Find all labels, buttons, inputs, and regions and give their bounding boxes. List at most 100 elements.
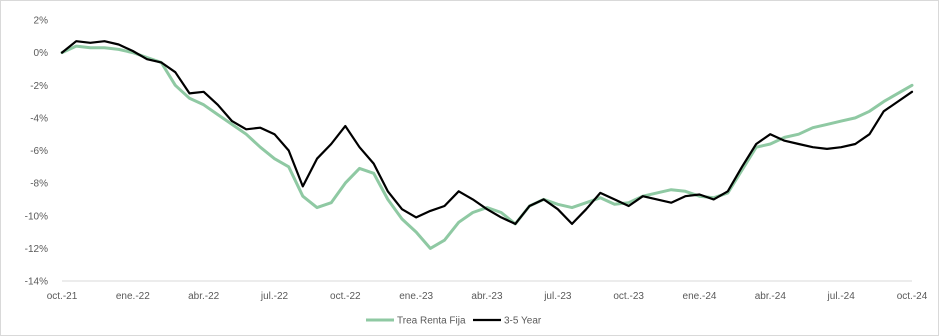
data-point [259, 146, 261, 148]
data-point [359, 146, 361, 148]
y-axis: 2% 0% -2% -4% -6% -8% -10% -12% -14% [25, 16, 48, 288]
data-point [458, 190, 460, 192]
data-point [812, 127, 814, 129]
data-point [373, 163, 375, 165]
y-tick-label: -12% [25, 244, 48, 255]
data-point [784, 136, 786, 138]
data-point [373, 172, 375, 174]
data-point [628, 205, 630, 207]
data-point [132, 50, 134, 52]
data-point [415, 231, 417, 233]
data-point [259, 127, 261, 129]
data-point [869, 110, 871, 112]
data-point [826, 148, 828, 150]
data-point [203, 104, 205, 106]
x-tick-label: abr.-24 [755, 291, 787, 302]
data-point [415, 216, 417, 218]
data-point [529, 205, 531, 207]
x-tick-label: ene.-22 [116, 291, 150, 302]
data-point [104, 47, 106, 49]
data-point [217, 114, 219, 116]
data-point [769, 143, 771, 145]
data-point [670, 189, 672, 191]
data-point [245, 133, 247, 135]
data-point [826, 123, 828, 125]
data-point [812, 146, 814, 148]
data-point [302, 185, 304, 187]
data-point [429, 210, 431, 212]
data-point [302, 195, 304, 197]
data-point [330, 202, 332, 204]
data-point [288, 166, 290, 168]
data-point [189, 92, 191, 94]
x-tick-label: oct.-22 [330, 291, 361, 302]
data-point [571, 207, 573, 209]
x-tick-label: abr.-23 [471, 291, 503, 302]
data-point [429, 247, 431, 249]
data-point [727, 190, 729, 192]
data-point [217, 104, 219, 106]
legend: Trea Renta Fija 3-5 Year [366, 316, 542, 327]
y-tick-label: -8% [30, 179, 48, 190]
data-point [883, 110, 885, 112]
data-point [274, 158, 276, 160]
data-point [514, 223, 516, 225]
data-point [755, 143, 757, 145]
data-point [118, 44, 120, 46]
data-point [189, 97, 191, 99]
data-point [387, 190, 389, 192]
data-point [203, 91, 205, 93]
data-point [585, 202, 587, 204]
data-point [642, 195, 644, 197]
data-point [288, 150, 290, 152]
x-axis: oct.-21 ene.-22 abr.-22 jul.-22 oct.-22 ene.-… [47, 280, 928, 302]
series-line [60, 44, 914, 250]
data-point [274, 133, 276, 135]
data-point [89, 47, 91, 49]
data-point [699, 194, 701, 196]
x-tick-label: oct.-21 [47, 291, 78, 302]
y-tick-label: 0% [34, 48, 49, 59]
data-point [684, 195, 686, 197]
data-point [401, 208, 403, 210]
data-point [854, 143, 856, 145]
y-tick-label: -10% [25, 211, 48, 222]
data-point [89, 42, 91, 44]
data-point [500, 212, 502, 214]
data-point [869, 133, 871, 135]
x-tick-label: ene.-24 [683, 291, 717, 302]
data-point [599, 192, 601, 194]
legend-label: Trea Renta Fija [397, 316, 466, 327]
data-point [713, 198, 715, 200]
data-point [472, 212, 474, 214]
series-line [60, 40, 914, 225]
data-point [75, 45, 77, 47]
data-point [599, 197, 601, 199]
data-point [840, 146, 842, 148]
data-point [656, 192, 658, 194]
data-point [741, 166, 743, 168]
data-point [911, 84, 913, 86]
data-point [670, 202, 672, 204]
data-point [174, 71, 176, 73]
x-tick-label: abr.-22 [188, 291, 220, 302]
data-point [387, 198, 389, 200]
data-point [854, 117, 856, 119]
data-point [359, 167, 361, 169]
data-point [316, 207, 318, 209]
data-point [444, 239, 446, 241]
x-tick-label: oct.-24 [897, 291, 928, 302]
data-point [911, 91, 913, 93]
data-point [614, 198, 616, 200]
data-point [798, 133, 800, 135]
y-tick-label: -6% [30, 146, 48, 157]
data-point [160, 61, 162, 63]
data-point [401, 218, 403, 220]
series-group [60, 44, 914, 250]
data-point [684, 190, 686, 192]
x-tick-label: ene.-23 [399, 291, 433, 302]
x-tick-label: oct.-23 [613, 291, 644, 302]
data-point [585, 208, 587, 210]
